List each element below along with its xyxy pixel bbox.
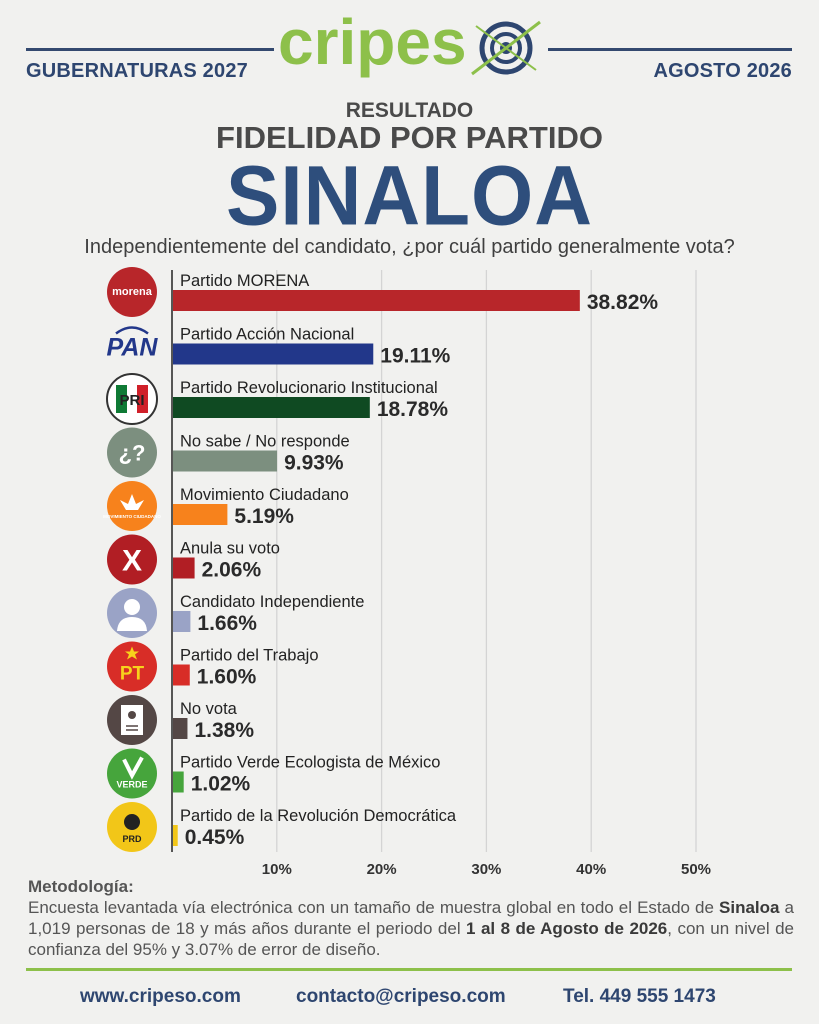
- bar: [173, 290, 580, 311]
- verde-logo: VERDE: [107, 748, 157, 799]
- svg-text:¿?: ¿?: [119, 441, 146, 466]
- prd-logo: PRD: [107, 802, 157, 852]
- state-title: SINALOA: [226, 148, 593, 243]
- category-label: Anula su voto: [180, 540, 280, 558]
- category-label: Partido Revolucionario Institucional: [180, 379, 438, 397]
- survey-question: Independientemente del candidato, ¿por c…: [84, 236, 735, 258]
- header-rule-left: [26, 48, 274, 51]
- category-label: Movimiento Ciudadano: [180, 486, 349, 504]
- question-icon: ¿?: [107, 427, 157, 478]
- mc-logo: MOVIMIENTO CIUDADANO: [103, 481, 161, 531]
- methodology: Metodología: Encuesta levantada vía elec…: [28, 876, 794, 960]
- morena-logo: morena: [107, 267, 157, 317]
- svg-text:PAN: PAN: [107, 334, 159, 362]
- methodology-title: Metodología:: [28, 877, 134, 896]
- bar: [173, 611, 191, 632]
- footer-rule: [26, 968, 792, 971]
- category-label: Candidato Independiente: [180, 593, 364, 611]
- x-tick-label: 10%: [262, 861, 292, 878]
- bar: [173, 343, 374, 365]
- bar: [173, 397, 370, 418]
- bar: [173, 771, 184, 793]
- bar: [173, 718, 188, 739]
- value-label: 1.60%: [197, 666, 257, 689]
- value-label: 19.11%: [380, 345, 450, 368]
- bar: [173, 504, 228, 525]
- methodology-text: Encuesta levantada vía electrónica con u…: [28, 898, 794, 959]
- category-label: Partido del Trabajo: [180, 647, 319, 665]
- value-label: 2.06%: [202, 559, 262, 582]
- bar: [173, 825, 178, 846]
- value-label: 9.93%: [284, 452, 344, 475]
- category-label: Partido de la Revolución Democrática: [180, 807, 457, 825]
- svg-text:PRI: PRI: [119, 392, 144, 409]
- x-icon: X: [107, 534, 157, 585]
- svg-text:morena: morena: [112, 286, 153, 298]
- svg-text:PT: PT: [120, 664, 145, 685]
- category-label: No vota: [180, 700, 238, 718]
- value-label: 1.66%: [197, 612, 257, 635]
- pri-logo: PRI: [106, 373, 158, 425]
- category-label: Partido Acción Nacional: [180, 326, 354, 344]
- svg-text:VERDE: VERDE: [116, 780, 147, 790]
- x-tick-label: 20%: [367, 861, 397, 878]
- x-tick-label: 50%: [681, 861, 711, 878]
- ballot-icon: [107, 695, 157, 745]
- category-label: Partido MORENA: [180, 272, 309, 290]
- value-label: 1.38%: [194, 719, 254, 742]
- bar: [173, 664, 190, 686]
- bar: [173, 450, 278, 472]
- website-link[interactable]: www.cripeso.com: [80, 986, 241, 1007]
- value-label: 38.82%: [587, 291, 659, 314]
- value-label: 18.78%: [377, 398, 449, 421]
- svg-text:PRD: PRD: [122, 834, 142, 844]
- value-label: 5.19%: [234, 505, 294, 528]
- x-tick-label: 30%: [471, 861, 501, 878]
- x-tick-label: 40%: [576, 861, 606, 878]
- bar: [173, 557, 195, 579]
- pan-logo: PAN: [107, 326, 159, 362]
- date-label: AGOSTO 2026: [653, 60, 792, 82]
- result-label: RESULTADO: [345, 99, 474, 122]
- header-rule-right: [548, 48, 792, 51]
- election-label: GUBERNATURAS 2027: [26, 60, 248, 82]
- svg-text:X: X: [122, 545, 142, 578]
- svg-text:cripes: cripes: [278, 6, 467, 78]
- party-loyalty-chart: 10% 20% 30% 40% 50% morena Partido MORENA 38.82…: [103, 267, 711, 878]
- subtitle: FIDELIDAD POR PARTIDO: [216, 120, 603, 155]
- value-label: 0.45%: [185, 826, 245, 849]
- phone-number: Tel. 449 555 1473: [563, 986, 716, 1007]
- target-icon: [471, 20, 541, 76]
- category-label: Partido Verde Ecologista de México: [180, 754, 440, 772]
- svg-text:MOVIMIENTO CIUDADANO: MOVIMIENTO CIUDADANO: [103, 514, 161, 519]
- category-label: No sabe / No responde: [180, 433, 350, 451]
- person-icon: [107, 588, 157, 638]
- value-label: 1.02%: [191, 773, 251, 796]
- pt-logo: PT: [107, 641, 157, 692]
- email-link[interactable]: contacto@cripeso.com: [296, 986, 506, 1007]
- cripeso-logo: cripes: [278, 6, 541, 78]
